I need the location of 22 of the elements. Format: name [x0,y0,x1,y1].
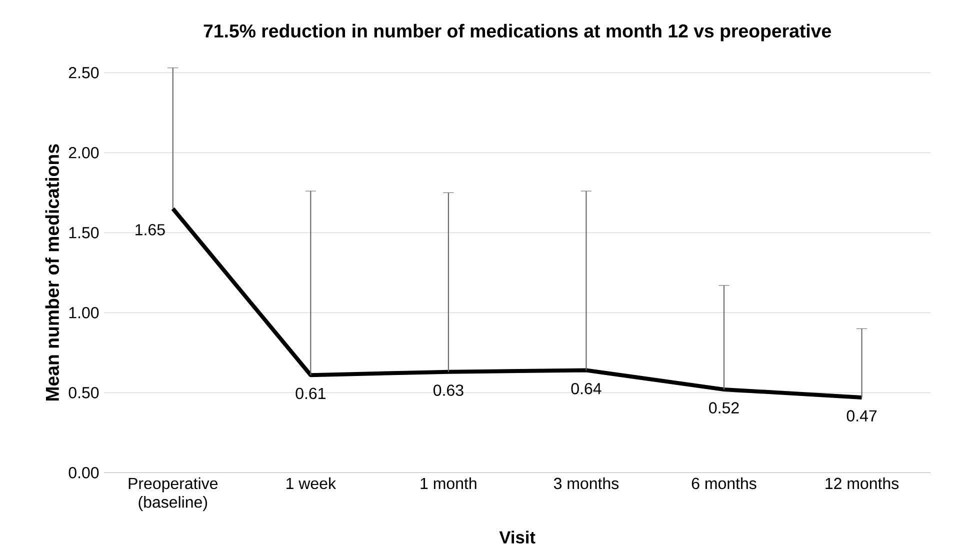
y-axis-title: Mean number of medications [45,144,59,401]
y-tick-label: 2.50 [68,67,99,78]
x-tick-label: 3 months [554,477,619,490]
y-tick-label: 0.00 [68,467,99,478]
x-tick-label: 6 months [692,477,756,490]
x-tick-label: 1 month [420,477,476,490]
x-tick-label: Preoperative (baseline) [128,477,218,511]
data-label: 0.61 [296,388,326,400]
x-axis-title: Visit [499,530,536,544]
data-label: 0.47 [846,410,877,422]
data-label: 0.52 [709,402,739,414]
y-tick-label: 0.50 [68,387,99,398]
chart-title: 71.5% reduction in number of medications at month 12 vs preoperative [204,24,831,42]
y-tick-label: 2.00 [68,147,99,158]
y-tick-label: 1.00 [69,307,99,318]
line-series [170,206,864,400]
data-label: 1.65 [136,224,165,236]
y-tick-label: 1.50 [69,227,99,238]
x-tick-label: 12 months [826,477,899,490]
data-label: 0.64 [571,382,602,394]
x-tick-label: 1 week [286,477,336,490]
data-label: 0.63 [434,384,464,396]
